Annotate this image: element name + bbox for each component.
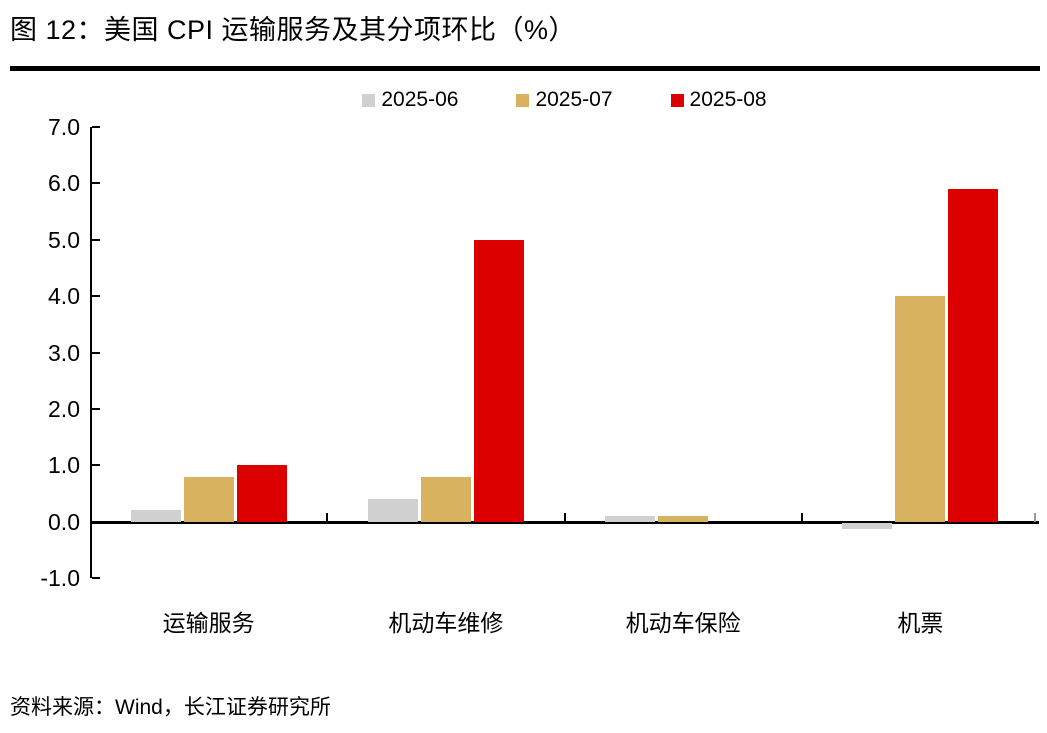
- x-axis-label: 机动车保险: [625, 610, 741, 636]
- bar-2025-07-机动车维修: [420, 476, 471, 522]
- y-axis-label: -1.0: [40, 565, 80, 591]
- baseline-tick: [800, 512, 803, 522]
- y-axis-tick: [92, 351, 100, 354]
- legend-item-2025-06: 2025-06: [362, 88, 458, 112]
- bar-2025-06-机票: [842, 523, 893, 529]
- legend-swatch-icon: [516, 93, 530, 107]
- bar-2025-08-机票: [948, 189, 999, 522]
- bar-2025-07-机票: [895, 296, 946, 522]
- bar-2025-06-机动车维修: [367, 499, 418, 522]
- y-axis-label: 0.0: [48, 508, 80, 535]
- bar-2025-07-机动车保险: [658, 515, 709, 522]
- y-axis-tick: [92, 126, 100, 128]
- x-axis-label: 机动车维修: [388, 610, 504, 636]
- x-axis-label: 运输服务: [162, 610, 255, 636]
- bar-2025-08-运输服务: [236, 465, 287, 522]
- baseline-tick: [563, 512, 566, 522]
- legend: 2025-06 2025-07 2025-08: [90, 88, 1039, 112]
- y-axis-tick: [92, 182, 100, 185]
- y-axis-label: 3.0: [48, 339, 80, 366]
- bar-2025-06-运输服务: [130, 510, 181, 522]
- bar-2025-06-机动车保险: [605, 515, 656, 522]
- y-axis-tick: [92, 407, 100, 410]
- y-axis-tick: [92, 464, 100, 467]
- y-axis-label: 2.0: [48, 395, 80, 422]
- y-axis-tick: [92, 238, 100, 241]
- y-axis-label: 7.0: [48, 114, 80, 140]
- source-note: 资料来源：Wind，长江证券研究所: [10, 696, 331, 719]
- title-divider: [10, 66, 1040, 71]
- bar-2025-08-机动车维修: [473, 239, 524, 522]
- x-axis-label: 机票: [897, 610, 944, 636]
- zero-baseline: [90, 520, 1039, 524]
- baseline-end-tick: [1034, 512, 1036, 522]
- baseline-tick: [326, 512, 329, 522]
- plot-area: [90, 126, 1039, 579]
- legend-item-2025-07: 2025-07: [516, 88, 613, 112]
- bar-2025-07-运输服务: [183, 476, 234, 522]
- y-axis-line: [90, 127, 92, 578]
- legend-swatch-icon: [670, 93, 684, 107]
- legend-swatch-icon: [362, 93, 376, 107]
- y-axis-label: 6.0: [48, 170, 80, 197]
- legend-label: 2025-08: [689, 88, 767, 111]
- y-axis-tick: [92, 295, 100, 298]
- y-axis-label: 1.0: [48, 452, 80, 479]
- chart-title: 图 12：美国 CPI 运输服务及其分项环比（%）: [10, 15, 577, 45]
- legend-item-2025-08: 2025-08: [670, 88, 767, 112]
- y-axis-label: 4.0: [48, 283, 80, 310]
- legend-label: 2025-07: [535, 88, 613, 111]
- y-axis-tick: [92, 577, 100, 579]
- legend-label: 2025-06: [381, 88, 459, 111]
- y-axis-label: 5.0: [48, 226, 80, 253]
